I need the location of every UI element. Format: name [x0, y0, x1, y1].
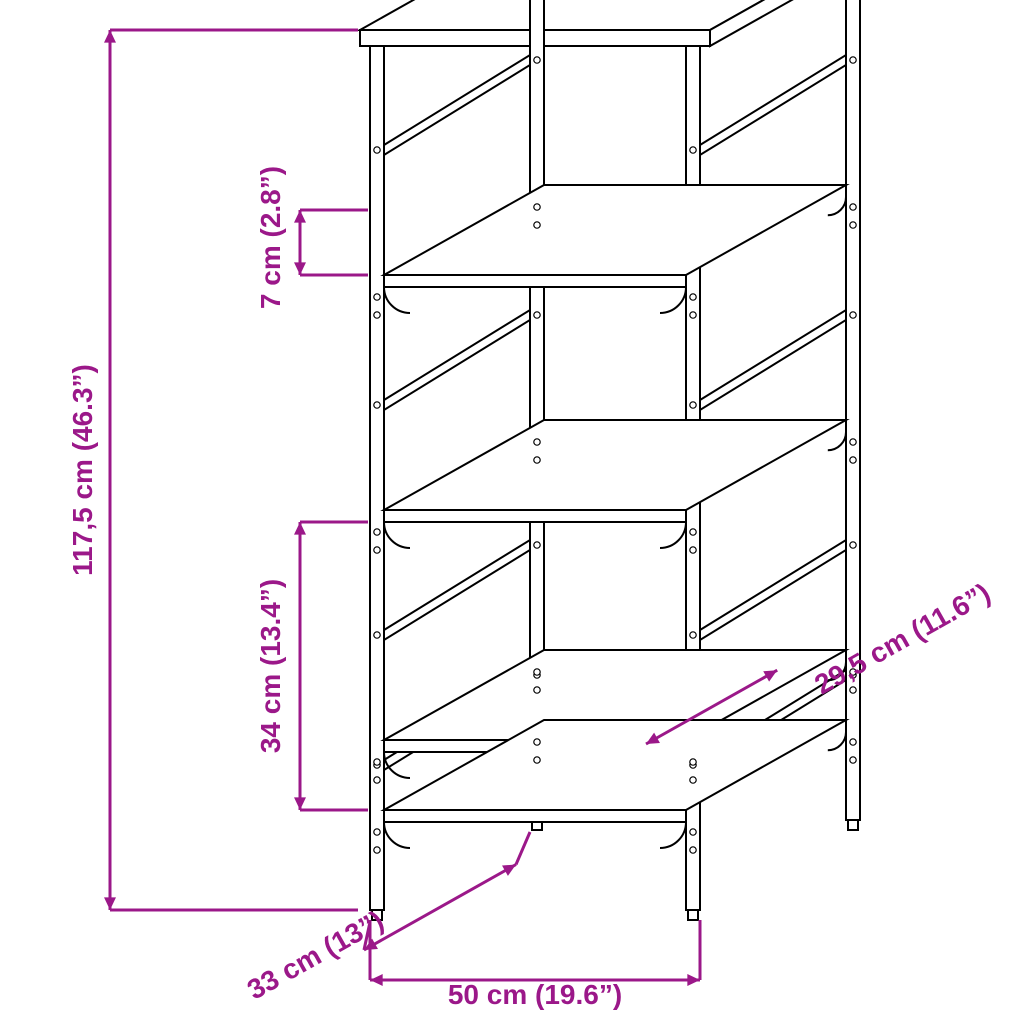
dim-height-label: 117,5 cm (46.3”) [67, 364, 98, 576]
dim-depth-inner-label: 29,5 cm (11.6”) [809, 577, 995, 700]
dim-depth-label: 33 cm (13”) [242, 904, 389, 1005]
dim-depth-line [364, 865, 516, 951]
dim-gap34-label: 34 cm (13.4”) [255, 579, 286, 753]
dim-gap7-label: 7 cm (2.8”) [255, 166, 286, 309]
dim-width-label: 50 cm (19.6”) [448, 979, 622, 1010]
